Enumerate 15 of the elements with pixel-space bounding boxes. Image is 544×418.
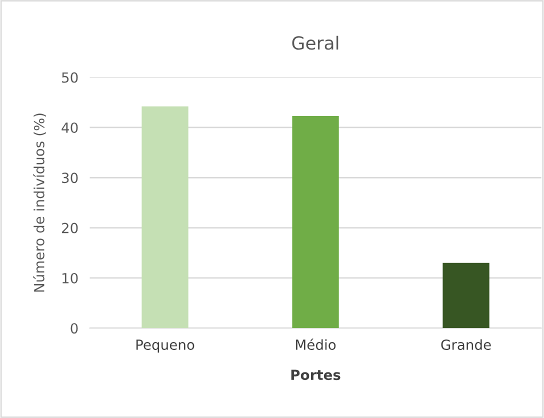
x-tick-label: Médio	[296, 338, 336, 350]
bar	[292, 116, 339, 328]
y-tick-label: 20	[62, 222, 78, 234]
y-axis-title: Número de indivíduos (%)	[33, 114, 46, 292]
x-tick-label: Grande	[441, 339, 491, 350]
y-tick-label: 10	[62, 272, 78, 284]
x-tick-label: Pequeno	[136, 340, 194, 353]
y-tick-label: 40	[62, 122, 78, 133]
x-axis-title: Portes	[291, 370, 340, 380]
bar	[442, 262, 490, 328]
bar	[142, 106, 188, 328]
y-tick-label: 50	[62, 72, 78, 83]
y-tick-label: 30	[62, 172, 78, 184]
chart-title: Geral	[292, 36, 338, 50]
y-tick-label: 0	[70, 323, 78, 334]
